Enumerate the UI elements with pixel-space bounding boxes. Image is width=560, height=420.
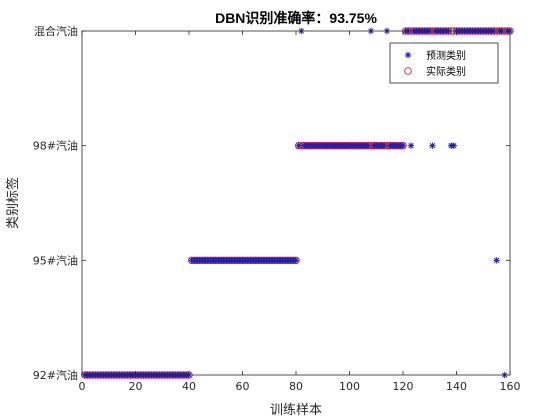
- y-axis-label: 类别标签: [5, 177, 21, 229]
- predicted-class-point: [429, 142, 436, 149]
- y-tick-label: 混合汽油: [34, 24, 78, 38]
- y-tick-label: 98#汽油: [33, 139, 78, 153]
- predicted-class-point: [407, 142, 415, 149]
- legend-label: 实际类别: [426, 65, 466, 78]
- predicted-class-point: [493, 257, 500, 264]
- x-axis-label: 训练样本: [270, 403, 322, 418]
- x-tick-label: 140: [446, 380, 467, 393]
- legend-box: [389, 42, 499, 84]
- x-tick-label: 20: [129, 380, 143, 393]
- x-tick-label: 100: [339, 380, 360, 393]
- legend-label: 预测类别: [426, 49, 466, 62]
- x-tick-label: 120: [393, 380, 414, 393]
- x-tick-label: 60: [236, 380, 250, 393]
- predicted-class-point: [295, 142, 302, 149]
- x-tick-label: 0: [79, 380, 86, 393]
- predicted-class-point: [399, 142, 407, 149]
- y-axis: 92#汽油 95#汽油 98#汽油 混合汽油: [33, 24, 510, 382]
- predicted-class-point: [450, 142, 458, 149]
- chart-title: DBN识别准确率：93.75%: [215, 10, 377, 26]
- predicted-class-point: [365, 142, 372, 149]
- y-tick-label: 92#汽油: [33, 368, 78, 382]
- predicted-class-point: [381, 142, 388, 149]
- y-tick-label: 95#汽油: [33, 253, 78, 267]
- x-tick-label: 80: [289, 380, 303, 393]
- x-tick-label: 40: [182, 380, 196, 393]
- x-tick-label: 160: [500, 380, 521, 393]
- x-axis: 0 20 40 60 80 100 120 140 160: [79, 31, 521, 393]
- predicted-class-point: [292, 257, 300, 264]
- legend-star-marker: [404, 51, 412, 59]
- legend-circle-marker: [404, 67, 412, 75]
